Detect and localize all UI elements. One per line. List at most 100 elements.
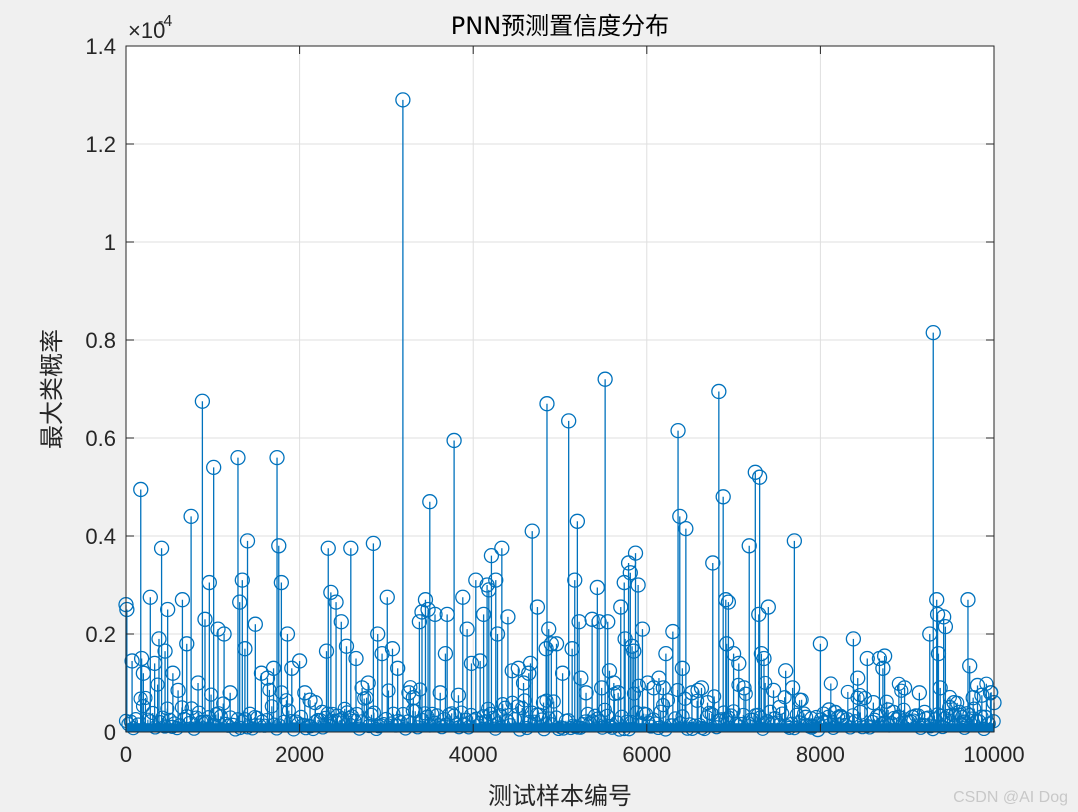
stem-marker [535, 694, 552, 711]
stem-marker [489, 626, 506, 642]
stem-marker [715, 489, 731, 505]
baseline-marker [429, 708, 445, 723]
stem-marker [437, 645, 454, 662]
stem-marker [463, 655, 480, 672]
baseline-marker [823, 676, 838, 691]
stem-marker [320, 540, 336, 556]
stem-marker [778, 663, 794, 679]
y-axis-ticks: 0 0.2 0.4 0.6 0.8 1 1.2 1.4 [85, 34, 994, 745]
stem-marker [494, 540, 510, 556]
stem-marker [678, 521, 694, 537]
axes-box [125, 45, 995, 733]
stem-series [118, 92, 1002, 738]
x-tick-label: 10000 [963, 742, 1024, 767]
stem-marker [911, 685, 928, 701]
baseline-marker [845, 708, 860, 723]
stem-marker [548, 636, 565, 652]
stem-marker [405, 690, 421, 706]
x-tick-label: 6000 [622, 742, 671, 767]
stem-marker [194, 393, 211, 409]
stem-marker [791, 692, 808, 708]
stem-marker [786, 533, 803, 549]
stem-marker [655, 680, 671, 696]
baseline-marker [639, 707, 654, 722]
stem-marker [475, 606, 492, 623]
stem-marker [197, 611, 213, 627]
baseline-marker [724, 708, 739, 723]
stem-marker [942, 699, 958, 716]
stem-marker [232, 594, 248, 610]
stem-marker [932, 680, 948, 696]
y-tick-label: 1.4 [85, 34, 116, 59]
stem-marker [600, 614, 616, 630]
stem-marker [584, 611, 600, 627]
stem-marker [597, 371, 613, 387]
stem-marker [411, 614, 428, 630]
stem-marker [865, 694, 881, 711]
baseline-marker [242, 706, 258, 721]
chart-title: PNN预测置信度分布 [451, 12, 669, 40]
stem-marker [591, 614, 607, 630]
stem-marker [541, 621, 557, 637]
stem-marker [718, 592, 734, 608]
stem-marker [524, 523, 540, 539]
stem-marker [885, 704, 901, 721]
stem-marker [488, 572, 504, 588]
stem-marker [483, 547, 500, 564]
baseline-marker [816, 706, 831, 721]
stem-marker [731, 655, 747, 672]
stem-marker [573, 670, 589, 686]
stem-marker [348, 650, 364, 667]
stem-marker [741, 538, 757, 554]
stem-marker [589, 579, 605, 596]
stem-marker [269, 449, 285, 466]
stem-marker [343, 540, 359, 556]
stem-marker [977, 709, 993, 725]
stem-marker [751, 469, 768, 485]
stem-marker [291, 653, 308, 669]
stem-marker [875, 660, 891, 676]
stem-marker [179, 636, 195, 652]
stem-marker [165, 665, 181, 681]
stem-marker [760, 599, 776, 615]
stem-marker [151, 631, 167, 647]
y-tick-label: 0.4 [85, 524, 116, 549]
stem-marker [360, 675, 376, 691]
stem-marker [427, 606, 443, 623]
stem-marker [133, 481, 149, 498]
stem-marker [690, 682, 706, 698]
stem-marker [705, 555, 721, 571]
baseline-marker [281, 703, 296, 718]
stem-marker [395, 92, 411, 108]
stem-marker [850, 670, 866, 686]
stem-marker [670, 422, 686, 439]
stem-marker [206, 459, 222, 476]
stem-marker [222, 685, 238, 701]
stem-marker [896, 680, 913, 696]
stem-marker [450, 687, 467, 703]
stem-marker [876, 648, 893, 664]
stem-marker [613, 599, 629, 615]
stem-marker [646, 680, 662, 696]
stem-marker [771, 699, 788, 716]
stem-marker [725, 645, 742, 662]
stem-marker [960, 592, 976, 608]
baseline-fill [126, 723, 994, 732]
stem-marker [500, 609, 516, 625]
y-axis-label: 最大类概率 [38, 329, 66, 449]
baseline-marker [894, 683, 909, 698]
stem-marker [422, 494, 438, 510]
stem-marker [956, 714, 973, 730]
y-tick-label: 0.6 [85, 426, 116, 451]
stem-marker [247, 616, 263, 632]
stem-marker [630, 577, 646, 593]
stem-marker [845, 631, 862, 647]
stem-marker [720, 594, 737, 610]
stem-marker [174, 592, 191, 608]
stem-marker [569, 513, 586, 529]
stem-marker [765, 682, 782, 698]
stem-marker [699, 694, 716, 711]
stem-marker [446, 432, 462, 449]
x-tick-label: 0 [120, 742, 132, 767]
